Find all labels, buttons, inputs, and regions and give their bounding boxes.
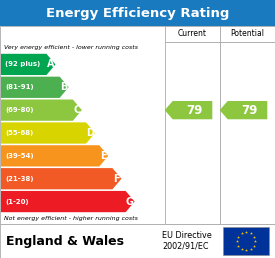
Polygon shape [1,100,82,121]
Polygon shape [220,101,267,119]
Bar [165,26,220,42]
Text: (1-20): (1-20) [5,199,29,205]
Text: Potential: Potential [230,29,265,38]
Text: E: E [100,151,107,161]
Bar [220,42,275,224]
Polygon shape [1,54,56,75]
Polygon shape [1,145,108,166]
Polygon shape [165,101,212,119]
Text: B: B [60,82,67,92]
Text: Energy Efficiency Rating: Energy Efficiency Rating [46,6,229,20]
Text: 79: 79 [186,104,203,117]
Bar [0,224,275,258]
Text: (39-54): (39-54) [5,153,34,159]
Text: Very energy efficient - lower running costs: Very energy efficient - lower running co… [4,45,138,50]
Bar [0,26,275,224]
Polygon shape [1,191,135,212]
Text: A: A [47,59,54,69]
Text: (81-91): (81-91) [5,84,34,90]
Text: Current: Current [178,29,207,38]
Polygon shape [1,168,122,189]
Text: Not energy efficient - higher running costs: Not energy efficient - higher running co… [4,216,138,221]
Polygon shape [1,122,95,144]
Text: (69-80): (69-80) [5,107,34,113]
Text: 79: 79 [241,104,258,117]
Bar [223,227,269,255]
Text: D: D [86,128,94,138]
Text: C: C [73,105,81,115]
Bar [0,0,275,26]
Text: G: G [126,197,134,207]
Text: (55-68): (55-68) [5,130,33,136]
Bar [165,42,220,224]
Bar [220,26,275,42]
Text: England & Wales: England & Wales [6,235,124,247]
Text: EU Directive
2002/91/EC: EU Directive 2002/91/EC [162,231,212,251]
Text: (21-38): (21-38) [5,176,34,182]
Text: (92 plus): (92 plus) [5,61,40,67]
Text: F: F [113,174,120,184]
Polygon shape [1,77,69,98]
